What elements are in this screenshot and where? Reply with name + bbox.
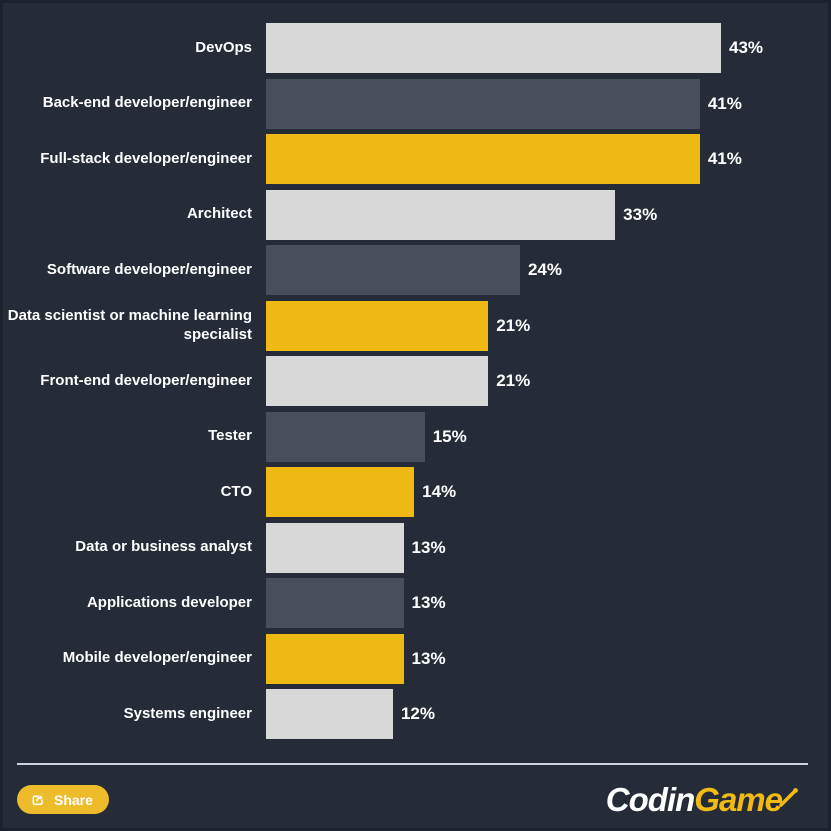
bar [266,578,404,628]
logo-text-yellow: Game [694,781,783,818]
chart-row: Software developer/engineer 24% [3,245,828,295]
bar-area: 13% [266,578,828,628]
bar-area: 21% [266,300,828,351]
chart-row: CTO 14% [3,467,828,517]
value-label: 21% [496,315,531,335]
chart-row: Back-end developer/engineer 41% [3,78,828,129]
bar-area: 21% [266,356,828,406]
bar [266,689,393,739]
category-label: Applications developer [86,593,252,611]
bar-area: 24% [266,245,828,295]
bar-area: 13% [266,633,828,684]
chart-row: Front-end developer/engineer 21% [3,356,828,406]
chart-row: Architect 33% [3,189,828,240]
category-label: Tester [208,427,252,445]
bar-area: 33% [266,189,828,240]
value-label: 43% [729,38,764,57]
value-label: 24% [527,260,562,279]
bar [266,467,415,517]
bar [266,633,404,684]
chart-row: Data scientist or machine learning speci… [3,300,828,351]
bar [266,134,700,184]
category-label: Systems engineer [123,704,252,722]
logo-text-white: Codin [605,781,695,818]
value-label: 15% [432,426,467,446]
bar [266,23,721,73]
chart-row: Data or business analyst 13% [3,522,828,573]
bar [266,189,616,240]
bar [266,78,700,129]
category-label: Front-end developer/engineer [40,371,252,389]
category-label: Mobile developer/engineer [62,649,252,667]
chart-row: Full-stack developer/engineer 41% [3,134,828,184]
codingame-logo: Codin Game [606,783,800,816]
value-label: 13% [411,648,446,668]
value-label: 41% [707,93,742,113]
value-label: 12% [400,704,435,723]
bar [266,411,425,462]
bar [266,245,520,295]
category-label: Data or business analyst [75,538,252,556]
bar-area: 15% [266,411,828,462]
value-label: 14% [422,482,457,501]
bar [266,356,489,406]
bar-area: 41% [266,78,828,129]
value-label: 33% [623,204,658,224]
value-label: 21% [496,371,531,390]
bar [266,300,489,351]
bar [266,522,404,573]
bar-area: 13% [266,522,828,573]
share-button[interactable]: Share [17,785,109,814]
category-label: Full-stack developer/engineer [40,149,252,167]
bar-area: 14% [266,467,828,517]
category-label: Software developer/engineer [46,260,252,278]
logo-needle-icon [778,780,800,813]
footer: Share Codin Game [3,765,828,816]
value-label: 13% [411,593,446,612]
category-label: Architect [186,205,252,223]
share-export-icon [30,792,46,808]
category-label: Data scientist or machine learning speci… [7,306,252,343]
chart-row: Tester 15% [3,411,828,462]
bar-chart: DevOps 43% Back-end developer/engineer 41% F… [3,3,828,739]
bar-area: 41% [266,134,828,184]
chart-row: Applications developer 13% [3,578,828,628]
category-label: Back-end developer/engineer [42,94,252,112]
value-label: 41% [707,149,742,168]
value-label: 13% [411,537,446,557]
bar-area: 12% [266,689,828,739]
category-label: DevOps [195,38,252,56]
share-button-label: Share [54,791,93,808]
footer-divider [17,763,808,765]
chart-row: DevOps 43% [3,23,828,73]
bar-area: 43% [266,23,828,73]
chart-row: Systems engineer 12% [3,689,828,739]
category-label: CTO [220,482,252,500]
chart-row: Mobile developer/engineer 13% [3,633,828,684]
